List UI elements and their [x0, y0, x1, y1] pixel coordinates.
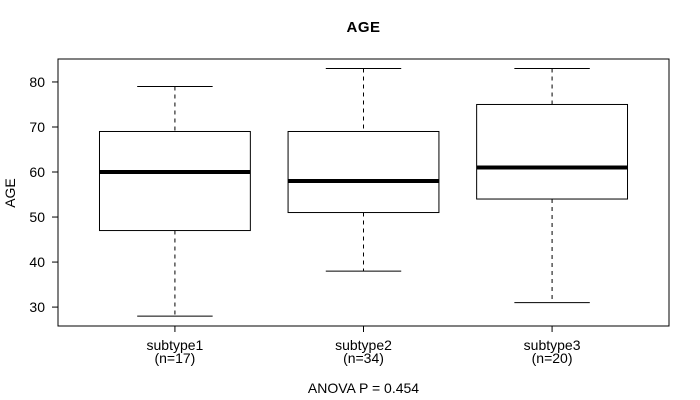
- x-category-label: subtype2: [335, 337, 392, 353]
- chart-title: AGE: [346, 19, 381, 36]
- box-subtype2: [287, 130, 440, 214]
- y-tick-label: 30: [29, 299, 45, 315]
- anova-pvalue-note: ANOVA P = 0.454: [307, 380, 420, 396]
- y-tick-label: 50: [29, 209, 45, 225]
- x-category-sublabel: (n=20): [532, 350, 573, 366]
- x-category-sublabel: (n=34): [343, 350, 384, 366]
- y-tick-label: 80: [29, 74, 45, 90]
- x-category-label: subtype1: [147, 337, 204, 353]
- x-category-label: subtype3: [524, 337, 581, 353]
- y-tick-label: 40: [29, 254, 45, 270]
- y-tick-label: 60: [29, 164, 45, 180]
- x-category-sublabel: (n=17): [154, 350, 195, 366]
- box-subtype3: [476, 103, 629, 200]
- box-subtype1: [98, 130, 251, 232]
- y-tick-label: 70: [29, 119, 45, 135]
